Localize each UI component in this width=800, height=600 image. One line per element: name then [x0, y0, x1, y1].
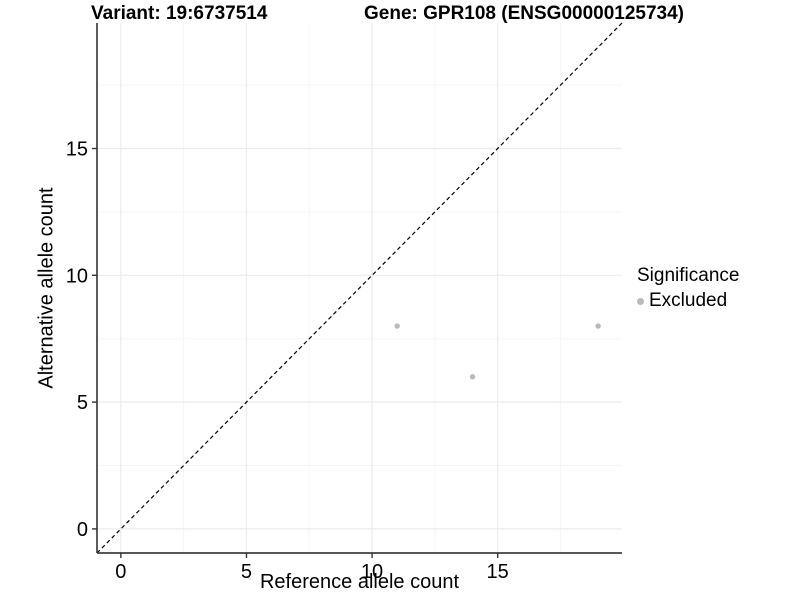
x-axis-title: Reference allele count [259, 571, 459, 593]
legend-item-label: Excluded [649, 290, 728, 311]
y-tick-label: 15 [66, 139, 88, 161]
x-tick-label: 15 [487, 561, 509, 583]
legend: Significance Excluded [637, 265, 739, 312]
data-point [469, 374, 476, 380]
data-point [595, 323, 601, 329]
x-tick-label: 0 [115, 561, 126, 583]
y-tick-label: 10 [66, 265, 88, 287]
y-tick-label: 5 [77, 392, 88, 414]
data-point [394, 323, 400, 329]
y-axis-title: Alternative allele count [35, 187, 58, 389]
variant-title: Variant: 19:6737514 [91, 3, 268, 24]
identity-dashed-line [96, 22, 623, 554]
y-tick-label: 0 [77, 519, 88, 541]
legend-item-excluded: Excluded [637, 290, 739, 312]
legend-point-icon [637, 297, 644, 305]
x-tick-label: 5 [241, 561, 252, 583]
legend-title: Significance [637, 265, 740, 286]
gene-title: Gene: GPR108 (ENSG00000125734) [364, 3, 685, 24]
x-tick-label: 10 [361, 561, 383, 583]
